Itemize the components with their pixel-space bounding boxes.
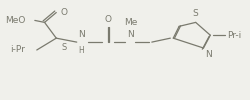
Text: O: O <box>60 8 67 17</box>
Text: N: N <box>206 50 212 59</box>
Text: MeO: MeO <box>5 16 25 25</box>
Text: i-Pr: i-Pr <box>10 46 25 54</box>
Text: S: S <box>61 43 66 52</box>
Text: S: S <box>193 9 198 18</box>
Text: N: N <box>78 30 85 39</box>
Text: Me: Me <box>124 18 137 27</box>
Text: N: N <box>127 30 134 39</box>
Text: H: H <box>79 46 84 55</box>
Text: O: O <box>104 15 112 24</box>
Text: Pr-i: Pr-i <box>227 31 241 40</box>
